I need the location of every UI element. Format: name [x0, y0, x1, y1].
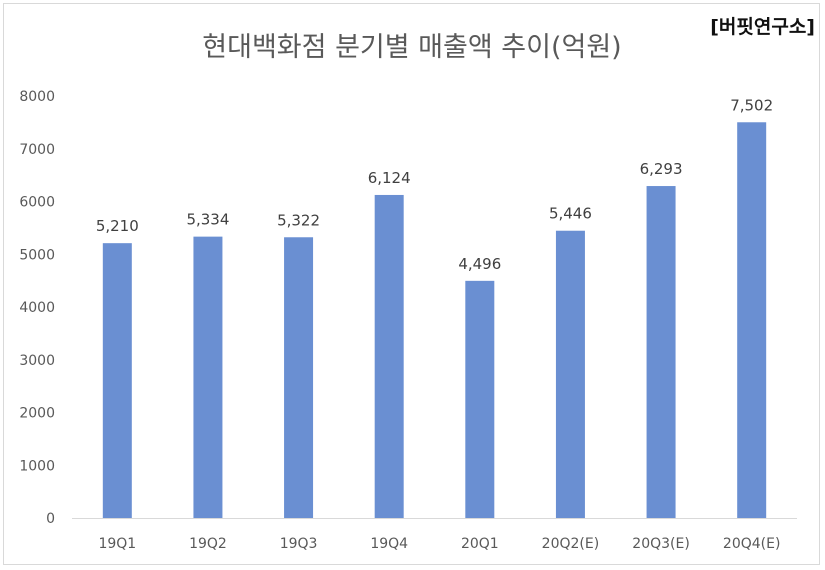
- bar: [284, 237, 314, 518]
- data-label: 5,334: [186, 211, 229, 229]
- bar: [102, 243, 132, 519]
- x-tick-label: 20Q1: [461, 536, 499, 552]
- data-label: 5,210: [96, 217, 139, 235]
- y-tick-label: 7000: [19, 142, 55, 158]
- x-tick-label: 19Q1: [98, 536, 136, 552]
- data-label: 6,293: [640, 160, 683, 178]
- bar: [374, 194, 404, 519]
- y-tick-label: 3000: [19, 353, 55, 369]
- data-label: 5,446: [549, 205, 592, 223]
- y-tick-label: 5000: [19, 247, 55, 263]
- y-tick-label: 8000: [19, 89, 55, 105]
- y-axis-labels: 0 1000 2000 3000 4000 5000 6000 7000 8000: [19, 89, 55, 527]
- chart-title: 현대백화점 분기별 매출액 추이(억원): [202, 32, 621, 63]
- x-tick-label: 20Q2(E): [542, 536, 600, 552]
- x-tick-label: 20Q4(E): [723, 536, 781, 552]
- bar: [465, 280, 495, 518]
- bars-group: [102, 122, 767, 519]
- data-label: 6,124: [368, 169, 411, 187]
- x-tick-label: 20Q3(E): [632, 536, 690, 552]
- y-tick-label: 6000: [19, 195, 55, 211]
- bar: [737, 122, 767, 518]
- y-tick-label: 2000: [19, 406, 55, 422]
- source-watermark: [버핏연구소]: [710, 16, 815, 38]
- bar: [193, 236, 223, 518]
- data-label: 4,496: [458, 255, 501, 273]
- x-tick-label: 19Q2: [189, 536, 227, 552]
- y-tick-label: 0: [46, 511, 55, 527]
- y-tick-label: 1000: [19, 458, 55, 474]
- y-tick-label: 4000: [19, 300, 55, 316]
- bar: [555, 230, 585, 518]
- data-label: 7,502: [730, 96, 773, 114]
- x-tick-label: 19Q4: [370, 536, 408, 552]
- x-tick-label: 19Q3: [280, 536, 318, 552]
- data-labels-group: 5,210 5,334 5,322 6,124 4,496 5,446 6,293 7,502: [96, 96, 773, 273]
- x-axis-labels: 19Q1 19Q2 19Q3 19Q4 20Q1 20Q2(E) 20Q3(E) 20Q4(E…: [98, 536, 780, 552]
- chart-frame: [3, 3, 820, 565]
- bar: [646, 186, 676, 518]
- data-label: 5,322: [277, 211, 320, 229]
